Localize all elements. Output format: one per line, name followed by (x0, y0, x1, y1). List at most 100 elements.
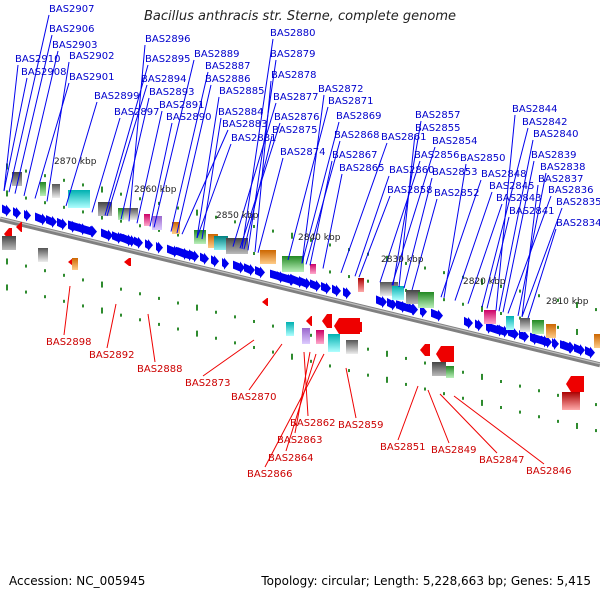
forward-gene-label: BAS2872 (318, 84, 364, 95)
gene-feature-tile (172, 222, 180, 234)
forward-leader-line (379, 160, 421, 283)
reverse-leader-line (427, 389, 450, 444)
scale-label: 2830 kbp (381, 255, 424, 265)
scale-tick (120, 219, 122, 223)
forward-leader-line (153, 59, 195, 228)
forward-leader-line (106, 84, 148, 217)
reverse-gene-arrow (16, 222, 22, 232)
forward-gene-arrow (244, 263, 255, 276)
forward-gene-arrow (68, 220, 96, 238)
scale-tick (272, 229, 274, 233)
gene-feature-tile (68, 190, 90, 208)
forward-gene-arrow (431, 308, 443, 322)
forward-gene-label: BAS2889 (194, 49, 240, 60)
scale-tick (538, 294, 540, 298)
forward-gene-label: BAS2891 (159, 100, 205, 111)
gene-feature-tile (124, 208, 138, 220)
scale-tick (253, 251, 255, 255)
gene-feature-tile (446, 366, 454, 378)
scale-tick (120, 313, 122, 317)
forward-gene-label: BAS2903 (52, 40, 98, 51)
forward-leader-line (136, 110, 163, 224)
reverse-gene-label: BAS2846 (526, 466, 572, 477)
forward-gene-label: BAS2842 (522, 117, 568, 128)
scale-tick (500, 285, 502, 288)
scale-tick (519, 384, 521, 388)
forward-leader-line (287, 106, 329, 261)
forward-gene-label: BAS2897 (114, 107, 160, 118)
scale-tick (101, 281, 103, 288)
scale-tick (215, 310, 217, 314)
forward-gene-label: BAS2844 (512, 104, 558, 115)
scale-tick (310, 359, 312, 363)
forward-leader-line (8, 14, 50, 193)
forward-gene-arrow (321, 282, 331, 295)
reverse-leader-line (397, 385, 419, 441)
gene-feature-tile (38, 248, 48, 262)
reverse-gene-arrow (420, 344, 430, 356)
scale-tick (329, 243, 331, 247)
forward-gene-label: BAS2907 (49, 4, 95, 15)
scale-tick (443, 271, 445, 275)
reverse-gene-label: BAS2873 (185, 378, 231, 389)
forward-gene-arrow (387, 298, 397, 311)
forward-leader-line (498, 139, 534, 312)
scale-tick (177, 301, 179, 305)
scale-tick (329, 270, 331, 274)
scale-tick (595, 308, 597, 312)
gene-feature-tile (546, 324, 556, 338)
forward-leader-line (443, 163, 467, 298)
forward-leader-line (398, 133, 416, 288)
gene-feature-tile (562, 392, 580, 410)
forward-leader-line (181, 129, 229, 235)
reverse-gene-arrow (566, 376, 584, 392)
forward-gene-label: BAS2875 (272, 125, 318, 136)
scale-tick (462, 396, 464, 400)
scale-tick (557, 298, 559, 302)
scale-tick (367, 347, 369, 351)
scale-tick (215, 336, 217, 340)
forward-gene-label: BAS2852 (434, 188, 480, 199)
scale-tick (44, 269, 46, 273)
scale-tick (139, 197, 141, 201)
forward-gene-label: BAS2894 (141, 74, 187, 85)
forward-gene-label: BAS2879 (270, 49, 316, 60)
forward-gene-arrow (574, 343, 585, 357)
reverse-gene-arrow (352, 322, 362, 332)
scale-tick (557, 393, 559, 397)
scale-tick (158, 228, 160, 232)
forward-gene-arrow (156, 241, 163, 254)
forward-gene-label: BAS2834 (556, 218, 600, 229)
forward-gene-arrow (552, 337, 559, 350)
scale-tick (291, 353, 293, 360)
forward-leader-line (128, 44, 146, 222)
scale-tick (25, 264, 27, 268)
forward-gene-label: BAS2857 (415, 110, 461, 121)
forward-leader-line (358, 195, 391, 278)
forward-leader-line (481, 127, 529, 308)
forward-leader-line (301, 121, 340, 264)
forward-gene-arrow (176, 246, 194, 262)
forward-leader-line (232, 102, 277, 247)
scale-tick (481, 399, 483, 406)
scale-tick (424, 387, 426, 391)
forward-leader-line (440, 179, 482, 298)
forward-gene-label: BAS2906 (49, 24, 95, 35)
forward-leader-line (196, 96, 220, 238)
reverse-gene-arrow (306, 316, 312, 326)
scale-tick (82, 278, 84, 282)
scale-tick (101, 213, 103, 220)
forward-gene-arrow (134, 236, 143, 249)
scale-tick (234, 315, 236, 319)
forward-leader-line (23, 50, 59, 196)
scale-tick (25, 169, 27, 173)
reverse-leader-line (147, 313, 156, 363)
scale-tick (386, 376, 388, 383)
forward-gene-label: BAS2837 (538, 174, 584, 185)
reverse-gene-arrow (334, 318, 360, 334)
gene-feature-tile (406, 290, 420, 304)
scale-tick (367, 373, 369, 377)
forward-gene-arrow (396, 300, 418, 316)
